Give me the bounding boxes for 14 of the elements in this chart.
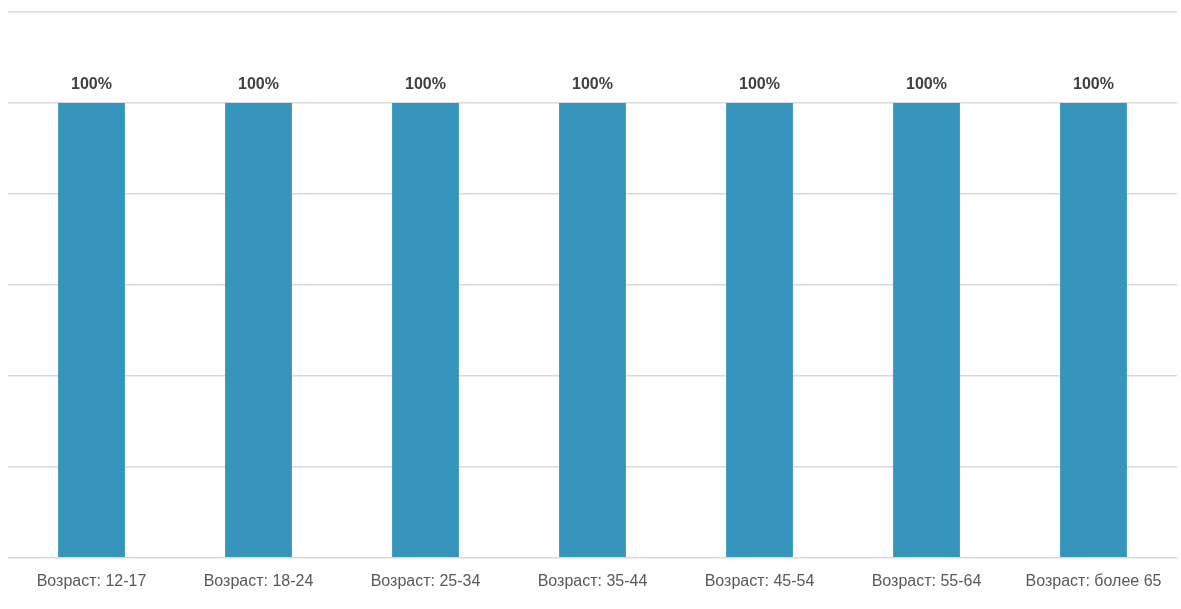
x-tick-label: Возраст: 45-54 [704, 571, 815, 589]
data-label: 100% [71, 75, 112, 93]
data-label: 100% [739, 75, 780, 93]
data-label: 100% [572, 75, 613, 93]
x-tick-label: Возраст: 55-64 [871, 571, 982, 589]
x-tick-label: Возраст: 18-24 [203, 571, 314, 589]
data-label: 100% [906, 75, 947, 93]
x-tick-label: Возраст: 25-34 [370, 571, 481, 589]
x-tick-label: Возраст: 35-44 [537, 571, 648, 589]
data-label: 100% [405, 75, 446, 93]
x-tick-label: Возраст: более 65 [1025, 571, 1162, 589]
data-label: 100% [1073, 75, 1114, 93]
data-label: 100% [238, 75, 279, 93]
x-tick-label: Возраст: 12-17 [36, 571, 147, 589]
